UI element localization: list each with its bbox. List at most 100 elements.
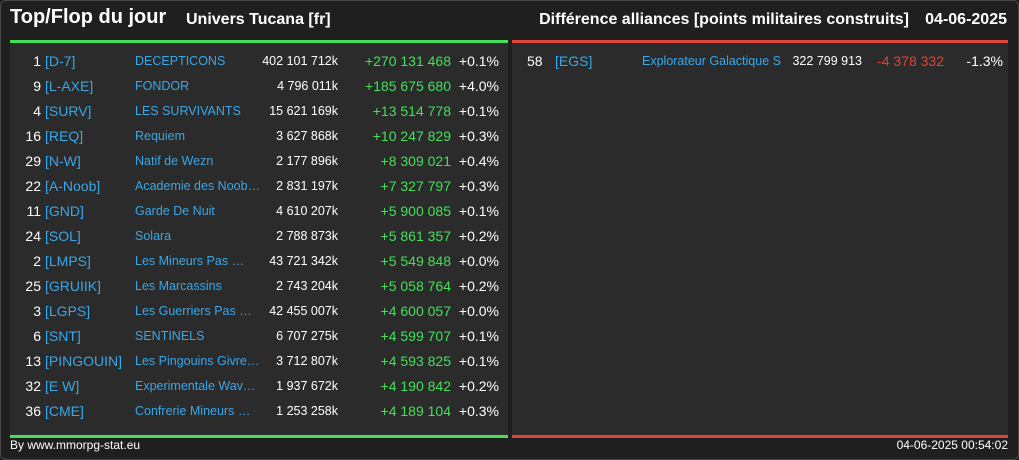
points-difference: +7 327 797	[380, 178, 451, 194]
percent-change: +0.2%	[458, 378, 499, 394]
alliance-tag-link[interactable]: [GND]	[45, 203, 84, 219]
points-difference: +4 593 825	[380, 353, 451, 369]
rank-number: 29	[25, 153, 41, 169]
percent-change: -1.3%	[966, 53, 1003, 69]
top-row: 9 [L-AXE] FONDOR 4 796 011k +185 675 680 +4.0…	[10, 74, 508, 99]
top-row: 22 [A-Noob] Academie des Noob… 2 831 197k +7…	[10, 174, 508, 199]
alliance-name-link[interactable]: FONDOR	[135, 79, 190, 93]
rank-number: 36	[25, 403, 41, 419]
alliance-tag-link[interactable]: [REQ]	[45, 128, 84, 144]
alliance-tag-link[interactable]: [LMPS]	[45, 253, 91, 269]
military-points: 2 788 873k	[276, 229, 338, 243]
points-difference: +13 514 778	[372, 103, 451, 119]
top-row: 32 [E W] Experimentale Wav… 1 937 672k +4 19…	[10, 374, 508, 399]
points-difference: -4 378 332	[877, 53, 944, 69]
alliance-name-link[interactable]: Confrerie Mineurs …	[135, 404, 251, 418]
percent-change: +0.2%	[458, 278, 499, 294]
universe-label: Univers Tucana [fr]	[186, 11, 331, 28]
points-difference: +4 190 842	[380, 378, 451, 394]
military-points: 2 743 204k	[276, 279, 338, 293]
alliance-name-link[interactable]: DECEPTICONS	[135, 54, 226, 68]
rank-number: 1	[33, 53, 41, 69]
points-difference: +5 900 085	[380, 203, 451, 219]
rank-number: 13	[25, 353, 41, 369]
top-row: 6 [SNT] SENTINELS 6 707 275k +4 599 707 +0.1%	[10, 324, 508, 349]
military-points: 15 621 169k	[269, 104, 338, 118]
report-date: 04-06-2025	[925, 11, 1007, 28]
military-points: 2 177 896k	[276, 154, 338, 168]
alliance-name-link[interactable]: LES SURVIVANTS	[135, 104, 241, 118]
alliance-name-link[interactable]: Garde De Nuit	[135, 204, 215, 218]
points-difference: +4 599 707	[380, 328, 451, 344]
alliance-name-link[interactable]: Academie des Noob…	[135, 179, 261, 193]
alliance-tag-link[interactable]: [D-7]	[45, 53, 76, 69]
points-difference: +185 675 680	[364, 78, 451, 94]
rank-number: 4	[33, 103, 41, 119]
top-row: 13 [PINGOUIN] Les Pingouins Givre… 3 712 80…	[10, 349, 508, 374]
alliance-tag-link[interactable]: [A-Noob]	[45, 178, 101, 194]
top-row: 16 [REQ] Requiem 3 627 868k +10 247 829 +0.3%	[10, 124, 508, 149]
rank-number: 24	[25, 228, 41, 244]
military-points: 322 799 913	[792, 54, 862, 68]
points-difference: +5 549 848	[380, 253, 451, 269]
rank-number: 32	[25, 378, 41, 394]
alliance-tag-link[interactable]: [L-AXE]	[45, 78, 94, 94]
alliance-tag-link[interactable]: [CME]	[45, 403, 84, 419]
military-points: 3 712 807k	[276, 354, 338, 368]
rank-number: 2	[33, 253, 41, 269]
points-difference: +270 131 468	[364, 53, 451, 69]
percent-change: +0.2%	[458, 228, 499, 244]
alliance-name-link[interactable]: SENTINELS	[135, 329, 205, 343]
military-points: 4 796 011k	[277, 79, 338, 93]
alliance-tag-link[interactable]: [GRUIIK]	[45, 278, 102, 294]
military-points: 1 253 258k	[276, 404, 338, 418]
top-row: 24 [SOL] Solara 2 788 873k +5 861 357 +0.2%	[10, 224, 508, 249]
top-row: 29 [N-W] Natif de Wezn 2 177 896k +8 309 021…	[10, 149, 508, 174]
alliance-name-link[interactable]: Requiem	[135, 129, 186, 143]
military-points: 2 831 197k	[276, 179, 338, 193]
rank-number: 9	[33, 78, 41, 94]
military-points: 1 937 672k	[276, 379, 338, 393]
alliance-name-link[interactable]: Les Guerriers Pas …	[135, 304, 252, 318]
percent-change: +0.1%	[458, 203, 499, 219]
percent-change: +0.1%	[458, 353, 499, 369]
alliance-tag-link[interactable]: [SOL]	[45, 228, 81, 244]
military-points: 3 627 868k	[276, 129, 338, 143]
rank-number: 58	[527, 53, 543, 69]
alliance-name-link[interactable]: Les Mineurs Pas …	[135, 254, 245, 268]
percent-change: +0.3%	[458, 403, 499, 419]
military-points: 42 455 007k	[269, 304, 338, 318]
military-points: 402 101 712k	[262, 54, 338, 68]
alliance-tag-link[interactable]: [SNT]	[45, 328, 81, 344]
rank-number: 11	[26, 203, 41, 219]
percent-change: +0.3%	[458, 128, 499, 144]
top-row: 11 [GND] Garde De Nuit 4 610 207k +5 900 085…	[10, 199, 508, 224]
points-difference: +5 058 764	[380, 278, 451, 294]
flop-panel: 58 [EGS] Explorateur Galactique S 322 799 9…	[512, 40, 1008, 438]
rank-number: 3	[33, 303, 41, 319]
percent-change: +0.0%	[458, 253, 499, 269]
alliance-tag-link[interactable]: [SURV]	[45, 103, 92, 119]
alliance-name-link[interactable]: Natif de Wezn	[135, 154, 214, 168]
alliance-name-link[interactable]: Explorateur Galactique S	[642, 54, 781, 68]
ranking-subtitle: Différence alliances [points militaires …	[539, 11, 909, 28]
alliance-tag-link[interactable]: [LGPS]	[45, 303, 91, 319]
percent-change: +0.0%	[458, 303, 499, 319]
alliance-tag-link[interactable]: [EGS]	[555, 53, 593, 69]
rank-number: 25	[25, 278, 41, 294]
alliance-tag-link[interactable]: [E W]	[45, 378, 80, 394]
alliance-name-link[interactable]: Solara	[135, 229, 172, 243]
rank-number: 6	[33, 328, 41, 344]
source-credit[interactable]: By www.mmorpg-stat.eu	[10, 438, 141, 452]
alliance-tag-link[interactable]: [PINGOUIN]	[45, 353, 123, 369]
military-points: 4 610 207k	[276, 204, 338, 218]
alliance-tag-link[interactable]: [N-W]	[45, 153, 81, 169]
top-row: 25 [GRUIIK] Les Marcassins 2 743 204k +5 058…	[10, 274, 508, 299]
alliance-name-link[interactable]: Experimentale Wav…	[135, 379, 256, 393]
alliance-name-link[interactable]: Les Pingouins Givre…	[135, 354, 260, 368]
points-difference: +8 309 021	[380, 153, 451, 169]
percent-change: +0.4%	[458, 153, 499, 169]
rank-number: 22	[25, 178, 41, 194]
alliance-name-link[interactable]: Les Marcassins	[135, 279, 222, 293]
military-points: 6 707 275k	[276, 329, 338, 343]
